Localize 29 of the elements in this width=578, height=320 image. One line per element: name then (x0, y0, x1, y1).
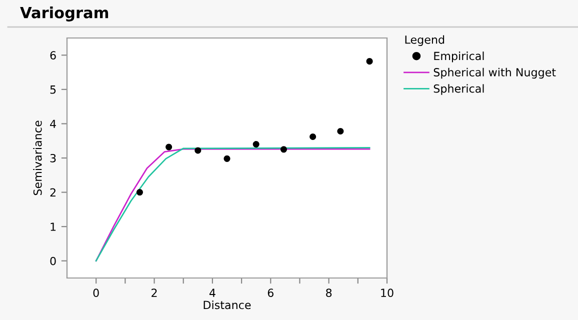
y-tick-label: 1 (50, 222, 56, 231)
x-tick-label: 2 (152, 288, 157, 297)
point (310, 133, 316, 140)
y-tick-label: 0 (50, 256, 56, 266)
y-tick-label: 6 (50, 51, 56, 60)
point (136, 189, 143, 196)
x-tick-label: 4 (209, 288, 216, 297)
y-axis-title: Semivariance (33, 120, 42, 196)
x-tick-label: 0 (93, 288, 99, 298)
y-tick-label: 3 (50, 154, 56, 162)
x-axis-title: Distance (204, 300, 251, 310)
legend-title: Legend (405, 35, 444, 46)
y-tick-label: 2 (50, 188, 56, 197)
point (166, 144, 172, 150)
point (252, 141, 260, 148)
x-tick-label: 8 (326, 288, 332, 298)
y-tick-label: 5 (50, 86, 56, 94)
point (280, 146, 287, 153)
point (224, 155, 230, 162)
y-tick-label: 4 (50, 120, 56, 128)
legend-label: Spherical (434, 84, 484, 95)
legend-label: Empirical (434, 52, 484, 62)
point (194, 147, 202, 154)
legend-label: Spherical with Nugget (434, 68, 556, 79)
point (366, 58, 373, 65)
x-tick-label: 6 (268, 288, 274, 298)
x-tick-label: 10 (381, 288, 394, 298)
chart-title: Variogram (20, 6, 108, 22)
point (337, 128, 344, 135)
